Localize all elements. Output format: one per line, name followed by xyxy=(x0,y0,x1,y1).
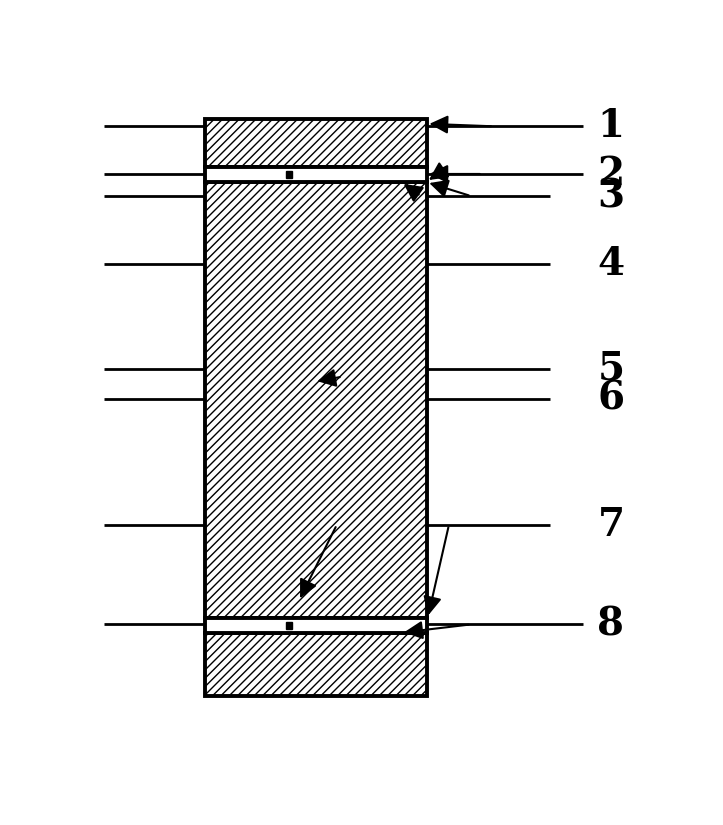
Text: 2: 2 xyxy=(597,155,625,193)
Text: 5: 5 xyxy=(597,350,625,388)
Text: 8: 8 xyxy=(597,606,625,644)
Text: 6: 6 xyxy=(597,380,625,417)
Bar xyxy=(286,622,292,629)
Bar xyxy=(205,618,427,633)
Bar xyxy=(205,633,427,696)
Text: 7: 7 xyxy=(597,506,625,544)
Bar xyxy=(286,171,292,177)
Bar xyxy=(205,167,427,182)
Bar xyxy=(205,182,427,618)
Text: 1: 1 xyxy=(597,107,625,145)
Text: 4: 4 xyxy=(597,245,625,283)
Bar xyxy=(205,120,427,167)
Text: 3: 3 xyxy=(597,177,625,215)
